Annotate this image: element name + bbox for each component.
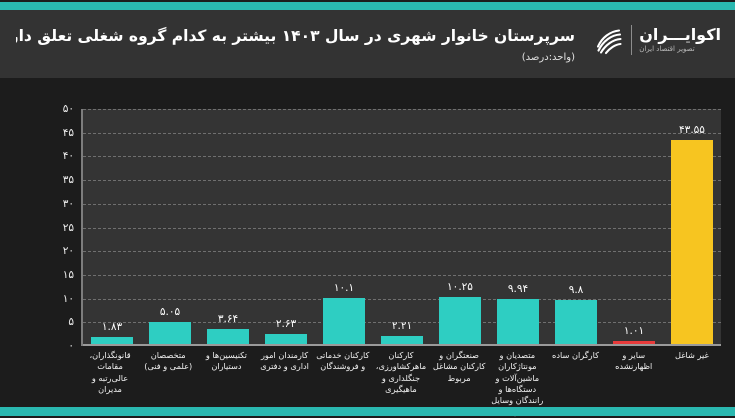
- bar-series: ۱.۸۳ ۵.۰۵ ۳.۶۴ ۲.۶۳ ۱۰.۱ ۲.۲۱ ۱۰.۲۵ ۹.۹۴ ۹.۸ ۱.۰۱…: [83, 109, 721, 346]
- chart-header: اکوایـــران تصویر اقتصاد ایران سرپرستان …: [0, 10, 735, 78]
- top-accent-strip: [0, 2, 735, 10]
- bar[interactable]: [555, 299, 597, 346]
- x-axis-category-label: کارمندان امور اداری و دفتری: [260, 350, 309, 372]
- bar-slot[interactable]: ۹.۹۴: [489, 109, 547, 346]
- gridline: [83, 203, 721, 205]
- bar-slot[interactable]: ۱.۰۱: [605, 109, 663, 346]
- bar-value-label: ۲.۶۳: [275, 317, 297, 330]
- bar-slot[interactable]: ۱.۸۳: [83, 109, 141, 346]
- gridline: [83, 180, 721, 182]
- bar-value-label: ۱۰.۲۵: [447, 281, 473, 294]
- y-axis-tick: ۳۰: [62, 197, 74, 210]
- x-axis-category-label: کارکنان خدماتی و فروشندگان: [316, 350, 370, 372]
- bar-slot[interactable]: ۳.۶۴: [199, 109, 257, 346]
- gridline: [83, 132, 721, 134]
- bar[interactable]: [497, 298, 539, 346]
- bar-slot[interactable]: ۴۳.۵۵: [663, 109, 721, 346]
- y-axis-tick: ۱۰: [62, 292, 74, 305]
- bar-value-label: ۳.۶۴: [217, 312, 239, 325]
- chart-area: ۵۰ ۴۵ ۴۰ ۳۵ ۳۰ ۲۵ ۲۰ ۱۵ ۱۰ ۵ ۰ ۱.۸۳ ۵.۰۵ ۳.۶۴ ۲.۶۳ ۱۰.…: [0, 78, 735, 417]
- gridline: [83, 109, 721, 110]
- x-axis-category-label: تکنیسین‌ها و دستیاران: [205, 350, 247, 372]
- y-axis-tick-labels: ۵۰ ۴۵ ۴۰ ۳۵ ۳۰ ۲۵ ۲۰ ۱۵ ۱۰ ۵ ۰: [40, 103, 78, 352]
- bar[interactable]: [207, 328, 249, 346]
- brand-wordmark: اکوایـــران تصویر اقتصاد ایران: [639, 24, 721, 53]
- x-axis-category-label: سایر و اظهارنشده: [615, 350, 653, 372]
- y-axis-tick: ۴۵: [62, 126, 74, 139]
- x-axis-category-label: صنعتگران و کارکنان مشاغل مربوط: [432, 350, 486, 383]
- gridline: [83, 251, 721, 253]
- page-title: سرپرستان خانوار شهری در سال ۱۴۰۳ بیشتر ب…: [16, 27, 575, 45]
- y-axis-tick: ۵۰: [62, 103, 74, 115]
- x-axis-category-label: متصدیان و مونتاژکاران ماشین‌آلات و دستگا…: [491, 350, 544, 417]
- bar[interactable]: [439, 297, 481, 346]
- bar[interactable]: [671, 139, 713, 346]
- x-axis-category-label: کارکنان ماهرکشاورزی، جنگلداری و ماهیگیری: [375, 350, 427, 394]
- plot-panel: ۱.۸۳ ۵.۰۵ ۳.۶۴ ۲.۶۳ ۱۰.۱ ۲.۲۱ ۱۰.۲۵ ۹.۹۴ ۹.۸ ۱.۰۱…: [81, 109, 721, 346]
- gridline: [83, 227, 721, 229]
- bar-slot[interactable]: ۹.۸: [547, 109, 605, 346]
- brand-name: اکوایـــران: [639, 24, 721, 44]
- title-block: سرپرستان خانوار شهری در سال ۱۴۰۳ بیشتر ب…: [16, 26, 575, 63]
- bar-slot[interactable]: ۱۰.۲۵: [431, 109, 489, 346]
- bar[interactable]: [149, 322, 191, 346]
- gridline: [83, 322, 721, 324]
- gridline: [83, 274, 721, 276]
- x-axis-category-label: قانونگذاران، مقامات عالی‌رتبه و مدیران: [89, 350, 131, 394]
- bottom-accent-strip: [0, 407, 735, 416]
- bar-slot[interactable]: ۲.۲۱: [373, 109, 431, 346]
- gridline: [83, 298, 721, 300]
- bar-value-label: ۵.۰۵: [159, 306, 181, 319]
- x-axis-category-labels: قانونگذاران، مقامات عالی‌رتبه و مدیران مت…: [81, 350, 721, 417]
- brand-divider: [631, 24, 633, 55]
- brand-tagline: تصویر اقتصاد ایران: [639, 44, 695, 53]
- bar[interactable]: [381, 335, 423, 346]
- bar-value-label: ۴۳.۵۵: [679, 123, 705, 136]
- bar-slot[interactable]: ۵.۰۵: [141, 109, 199, 346]
- bar-slot[interactable]: ۲.۶۳: [257, 109, 315, 346]
- y-axis-tick: ۱۵: [62, 268, 74, 281]
- gridline: [83, 156, 721, 158]
- bar-value-label: ۹.۸: [568, 283, 584, 296]
- bar[interactable]: [613, 341, 655, 346]
- brand-logo: اکوایـــران تصویر اقتصاد ایران: [593, 24, 721, 55]
- chart-unit-label: (واحد:درصد): [521, 52, 575, 64]
- bar[interactable]: [323, 298, 365, 346]
- bar-value-label: ۱.۰۱: [623, 325, 645, 338]
- bar-slot[interactable]: ۱۰.۱: [315, 109, 373, 346]
- y-axis-tick: ۵: [68, 316, 74, 329]
- bar-value-label: ۱.۸۳: [101, 321, 123, 334]
- bar[interactable]: [265, 333, 307, 346]
- bar-value-label: ۹.۹۴: [507, 282, 529, 295]
- y-axis-tick: ۲۰: [62, 245, 74, 258]
- x-axis-category-label: غیر شاغل: [675, 350, 709, 360]
- y-axis-tick: ۲۵: [62, 221, 74, 234]
- y-axis-tick: ۰: [68, 340, 74, 352]
- bar-value-label: ۱۰.۱: [333, 282, 355, 295]
- bar-value-label: ۲.۲۱: [391, 319, 413, 332]
- x-axis-category-label: کارگران ساده: [552, 350, 599, 360]
- x-axis-category-label: متخصصان (علمی و فنی): [144, 350, 193, 372]
- y-axis-tick: ۴۰: [62, 150, 74, 163]
- eco-iran-swoosh-logo-icon: [593, 24, 624, 55]
- bar[interactable]: [91, 337, 133, 346]
- x-axis-baseline: [83, 344, 721, 346]
- y-axis-tick: ۳۵: [62, 174, 74, 187]
